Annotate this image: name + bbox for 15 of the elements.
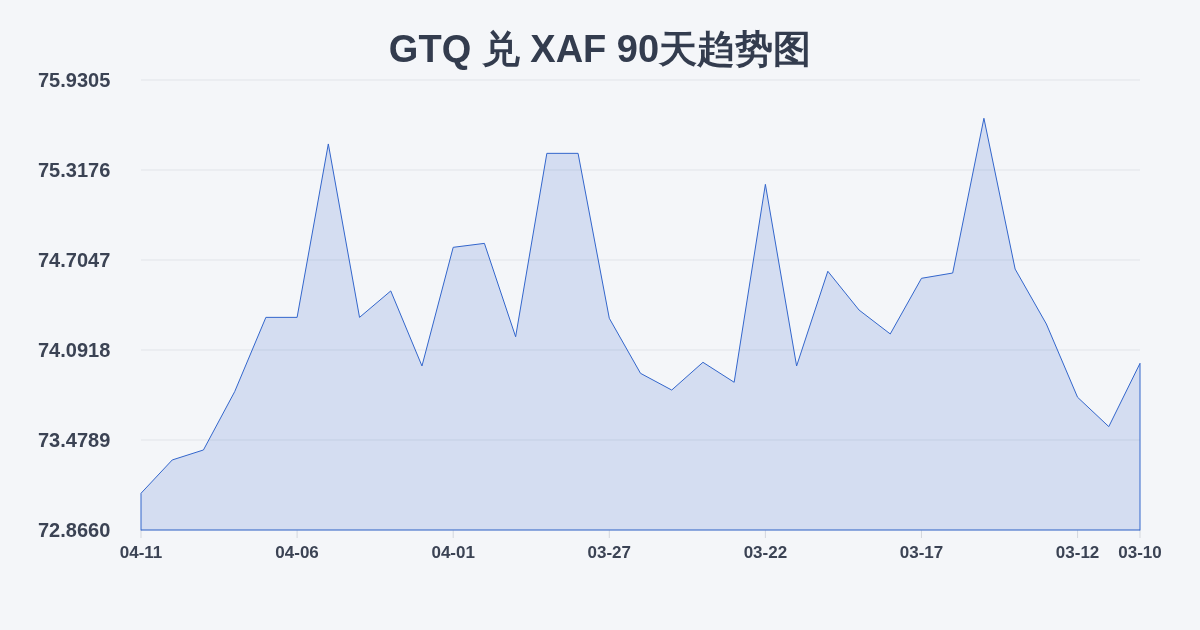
y-tick-label: 75.9305 bbox=[38, 69, 111, 91]
x-tick-label: 04-06 bbox=[275, 542, 319, 562]
x-tick-label: 03-22 bbox=[743, 542, 788, 562]
x-tick-label: 03-10 bbox=[1118, 542, 1162, 562]
x-tick-label: 03-27 bbox=[587, 542, 632, 562]
y-tick-label: 74.7047 bbox=[38, 249, 111, 271]
chart-title: GTQ 兑 XAF 90天趋势图 bbox=[388, 28, 812, 70]
y-tick-label: 75.3176 bbox=[38, 159, 111, 181]
x-tick-label: 03-12 bbox=[1055, 542, 1100, 562]
y-tick-label: 74.0918 bbox=[38, 339, 111, 361]
x-tick-label: 03-17 bbox=[899, 542, 944, 562]
y-tick-label: 73.4789 bbox=[38, 429, 111, 451]
x-tick-label: 04-11 bbox=[119, 542, 163, 562]
y-tick-label: 72.8660 bbox=[38, 519, 111, 541]
x-tick-label: 04-01 bbox=[431, 542, 475, 562]
